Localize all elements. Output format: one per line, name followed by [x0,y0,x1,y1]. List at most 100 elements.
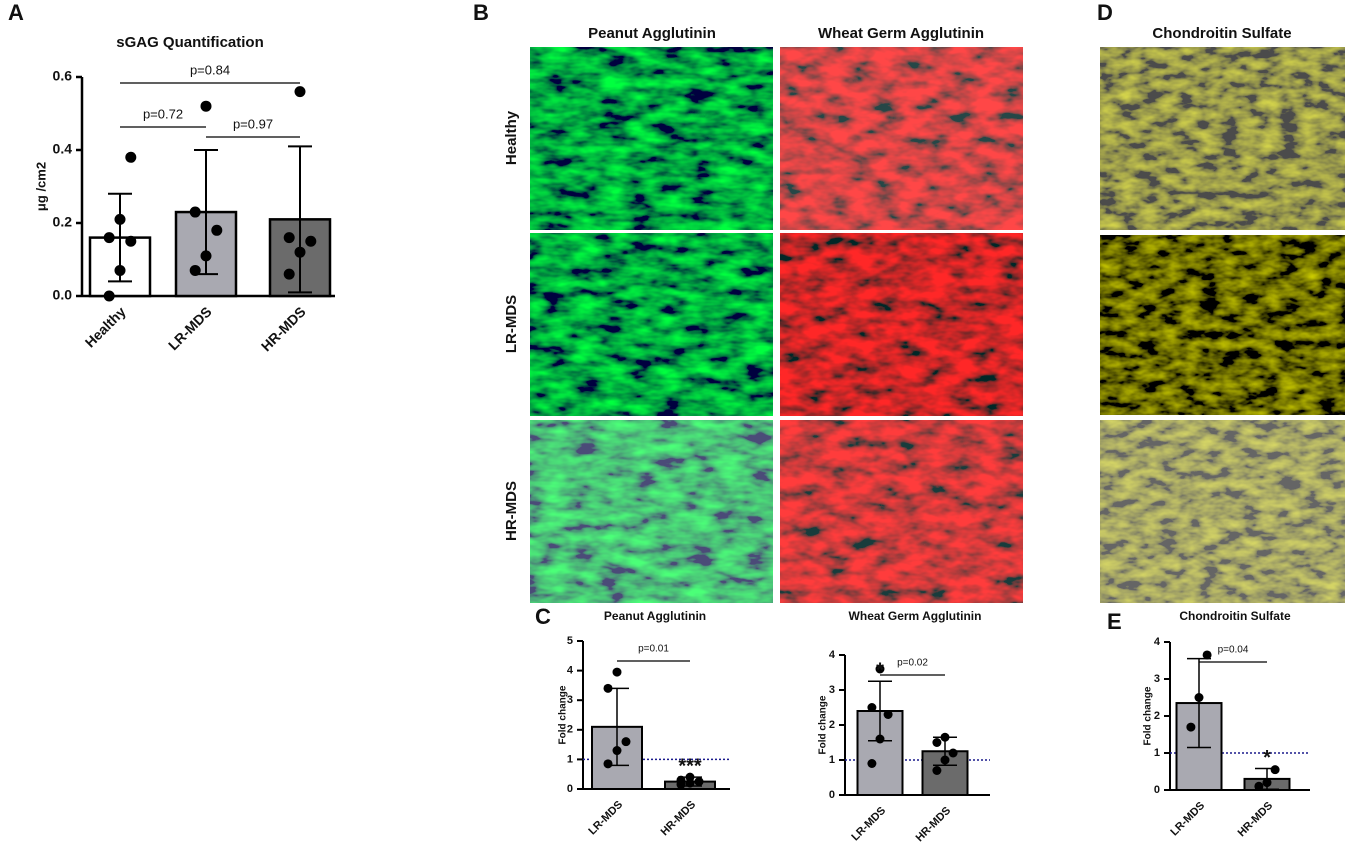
data-point [932,766,942,775]
error-bar [288,145,312,294]
data-point [1186,722,1196,732]
data-point [940,732,950,742]
chart-title: Peanut Agglutinin [604,609,706,623]
data-point [1270,765,1280,775]
y-tick-label: 0.2 [53,214,73,230]
significance-marker: * [1263,747,1271,769]
y-tick-label: 3 [567,694,573,706]
data-point [294,246,306,258]
data-point [621,737,631,747]
data-point [948,748,958,758]
data-point [603,683,613,693]
p-value: p=0.04 [1218,645,1249,656]
micrographs [530,47,1345,603]
y-tick-label: 2 [829,719,835,731]
data-point [200,100,212,112]
y-tick-label: 1 [829,754,835,766]
data-point [211,224,223,236]
micrograph [780,47,1023,230]
p-value: p=0.72 [143,106,183,121]
y-tick-label: 3 [1154,673,1160,685]
y-tick-label: 0.4 [53,141,73,157]
data-point [103,290,115,302]
y-tick-label: 4 [567,665,574,677]
data-point [612,746,622,756]
row-label: Healthy [503,110,520,165]
y-tick-label: 0.6 [53,68,73,84]
micrograph [780,233,1023,416]
y-tick-label: 4 [829,649,836,661]
y-tick-label: 1 [567,753,573,765]
data-point [875,664,885,674]
y-tick-label: 2 [1154,710,1160,722]
micrograph [530,420,773,603]
chart-title: Chondroitin Sulfate [1179,609,1291,623]
p-value: p=0.97 [233,116,273,131]
x-tick-label: LR-MDS [165,303,215,353]
data-point [932,738,942,747]
data-point [189,206,201,218]
y-tick-label: 0 [829,789,835,801]
panel-label: A [8,0,24,25]
y-axis-label: Fold change [558,685,569,744]
data-point [694,777,704,787]
y-tick-label: 4 [1154,636,1161,648]
data-point [867,759,877,768]
x-tick-label: LR-MDS [1168,800,1207,839]
significance-marker: * [876,660,884,682]
column-header: Chondroitin Sulfate [1152,25,1291,42]
data-point [305,235,317,247]
y-tick-label: 0 [1154,784,1160,796]
data-point [940,755,950,765]
y-tick-label: 1 [1154,747,1160,759]
significance-marker: *** [678,755,702,777]
data-point [875,734,885,744]
data-point [1202,650,1212,660]
micrograph [780,420,1023,603]
data-point [676,775,686,785]
panel-label: C [535,604,551,629]
chart-title: sGAG Quantification [116,34,264,51]
y-tick-label: 5 [567,635,573,647]
micrograph [530,233,773,416]
x-tick-label: HR-MDS [914,805,954,842]
data-point [1254,781,1264,791]
row-label: HR-MDS [503,481,520,541]
data-point [883,710,893,719]
p-value: p=0.84 [190,62,230,77]
data-point [603,759,613,769]
x-tick-label: HR-MDS [258,303,309,354]
data-point [612,667,622,677]
panel-label: D [1097,0,1113,25]
p-value: p=0.01 [638,644,669,655]
data-point [125,235,137,247]
micrograph [1100,235,1345,415]
y-tick-label: 0.0 [53,287,73,303]
column-header: Wheat Germ Agglutinin [818,25,984,42]
data-point [200,250,212,262]
x-tick-label: LR-MDS [849,805,888,842]
data-point [103,232,115,244]
p-value: p=0.02 [897,658,928,669]
x-tick-label: LR-MDS [586,799,625,838]
y-axis-label: Fold change [1143,686,1154,745]
x-tick-label: HR-MDS [1236,800,1276,840]
panel-label: E [1107,609,1122,634]
data-point [294,86,306,98]
data-point [114,213,126,225]
column-header: Peanut Agglutinin [588,25,716,42]
chart-title: Wheat Germ Agglutinin [849,609,982,623]
y-axis-label: μg /cm2 [33,162,48,211]
y-tick-label: 2 [567,724,573,736]
x-tick-label: HR-MDS [659,799,699,839]
data-point [283,268,295,280]
data-point [1194,693,1204,702]
data-point [1262,778,1272,788]
data-point [685,772,695,782]
micrograph [1100,420,1345,603]
y-tick-label: 3 [829,684,835,696]
data-point [283,232,295,244]
y-axis-label: Fold change [818,695,829,754]
data-point [114,264,126,276]
